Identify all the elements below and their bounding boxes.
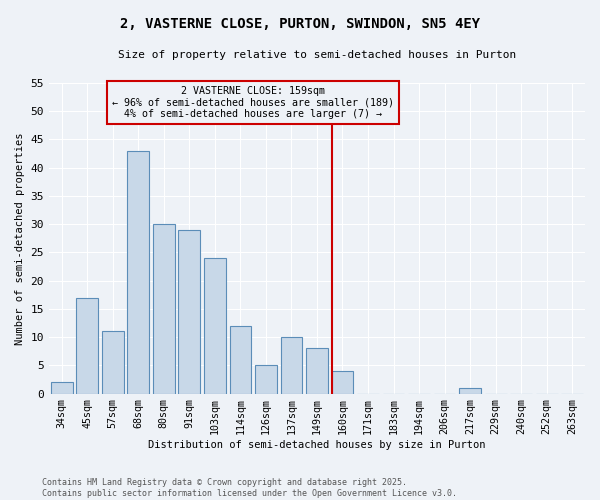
Bar [255, 366, 277, 394]
Bar [76, 298, 98, 394]
Bar [332, 371, 353, 394]
Bar [459, 388, 481, 394]
Bar [102, 332, 124, 394]
Text: Contains HM Land Registry data © Crown copyright and database right 2025.
Contai: Contains HM Land Registry data © Crown c… [42, 478, 457, 498]
Title: Size of property relative to semi-detached houses in Purton: Size of property relative to semi-detach… [118, 50, 516, 60]
Text: 2, VASTERNE CLOSE, PURTON, SWINDON, SN5 4EY: 2, VASTERNE CLOSE, PURTON, SWINDON, SN5 … [120, 18, 480, 32]
Bar [204, 258, 226, 394]
Bar [178, 230, 200, 394]
Y-axis label: Number of semi-detached properties: Number of semi-detached properties [15, 132, 25, 344]
X-axis label: Distribution of semi-detached houses by size in Purton: Distribution of semi-detached houses by … [148, 440, 486, 450]
Bar [306, 348, 328, 394]
Bar [153, 224, 175, 394]
Bar [230, 326, 251, 394]
Bar [281, 337, 302, 394]
Bar [51, 382, 73, 394]
Text: 2 VASTERNE CLOSE: 159sqm
← 96% of semi-detached houses are smaller (189)
4% of s: 2 VASTERNE CLOSE: 159sqm ← 96% of semi-d… [112, 86, 394, 119]
Bar [127, 151, 149, 394]
